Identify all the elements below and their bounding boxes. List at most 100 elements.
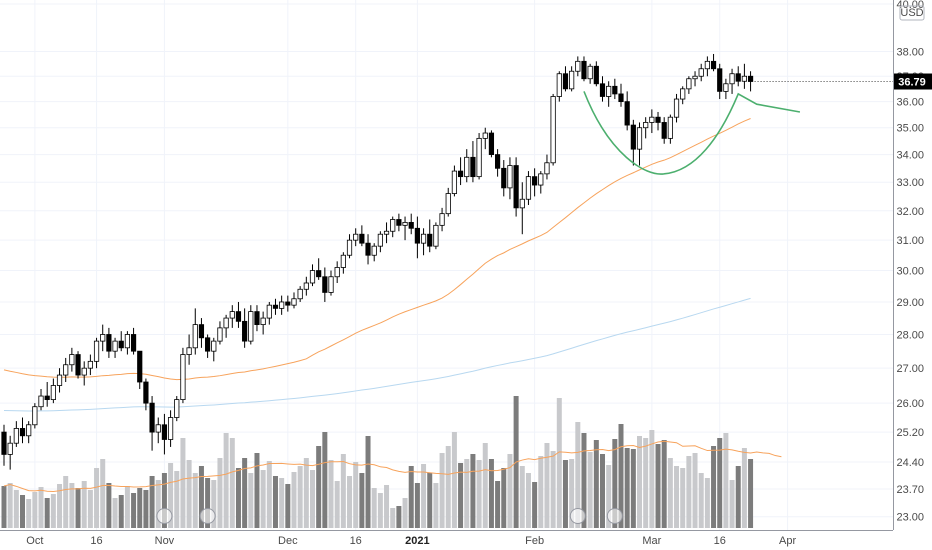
candle-up xyxy=(186,347,192,355)
y-tick-label: 30.00 xyxy=(896,266,924,278)
candle-up xyxy=(451,170,458,194)
candle-up xyxy=(729,73,735,85)
volume-bar xyxy=(606,465,612,528)
volume-bar xyxy=(32,492,38,528)
candle-up xyxy=(56,374,63,386)
currency-label: USD xyxy=(900,7,923,19)
y-tick-label: 28.00 xyxy=(896,329,924,341)
volume-bar xyxy=(686,456,692,528)
volume-bar xyxy=(81,481,87,528)
volume-bar xyxy=(340,454,346,528)
y-tick-label: 34.00 xyxy=(896,150,924,162)
candle-down xyxy=(747,75,754,82)
candle-up xyxy=(297,288,303,300)
candle-down xyxy=(408,222,414,229)
candle-up xyxy=(167,417,174,440)
cup-and-handle-drawing xyxy=(583,91,801,175)
volume-bar xyxy=(433,483,439,528)
x-tick-label: Dec xyxy=(278,535,298,547)
volume-bar xyxy=(217,458,223,528)
candle-down xyxy=(414,227,420,244)
volume-bar xyxy=(525,473,531,528)
volume-bar xyxy=(297,466,303,528)
candle-down xyxy=(143,381,149,404)
y-tick-label: 32.00 xyxy=(896,206,924,218)
volume-bar xyxy=(390,508,396,528)
candle-up xyxy=(26,424,32,437)
candle-up xyxy=(420,233,427,244)
volume-bar xyxy=(303,458,309,528)
candle-up xyxy=(63,364,69,376)
candle-up xyxy=(575,60,581,72)
candle-up xyxy=(303,282,309,290)
volume-bar xyxy=(235,468,241,528)
volume-bar xyxy=(581,433,587,528)
candle-up xyxy=(217,327,223,342)
last-price-label: 36.79 xyxy=(898,77,926,89)
volume-bar xyxy=(674,466,680,528)
candle-up xyxy=(698,68,704,77)
volume-bar xyxy=(359,473,365,528)
x-tick-label: Oct xyxy=(26,535,43,547)
volume-bar xyxy=(285,484,291,528)
candle-up xyxy=(100,334,106,342)
volume-average-line xyxy=(3,440,782,493)
candle-up xyxy=(587,65,593,80)
volume-bar xyxy=(149,476,155,528)
volume-bar xyxy=(482,443,488,528)
candle-down xyxy=(655,116,661,123)
volume-bar xyxy=(556,398,562,528)
volume-bar xyxy=(408,466,414,528)
y-tick-label: 31.00 xyxy=(896,235,924,247)
candle-down xyxy=(501,167,507,189)
volume-bar xyxy=(242,458,248,528)
candle-down xyxy=(581,60,587,80)
volume-bar xyxy=(20,495,26,528)
candle-down xyxy=(1,431,7,455)
volume-bar xyxy=(7,483,13,528)
volume-bar xyxy=(100,459,106,528)
volume-bar xyxy=(735,466,741,528)
candle-down xyxy=(235,311,242,322)
volume-bar xyxy=(57,484,63,528)
candlesticks xyxy=(1,53,754,470)
candle-down xyxy=(735,73,741,82)
candle-up xyxy=(519,198,525,209)
candle-up xyxy=(174,399,180,418)
candle-up xyxy=(550,96,556,164)
x-tick-label: 16 xyxy=(350,535,362,547)
volume-bar xyxy=(161,473,167,528)
candle-up xyxy=(525,176,532,200)
candle-up xyxy=(371,245,377,256)
event-marker xyxy=(199,508,216,524)
candle-up xyxy=(544,162,550,175)
candle-up xyxy=(291,298,297,306)
candle-down xyxy=(254,311,260,326)
candle-up xyxy=(112,340,118,352)
candle-down xyxy=(106,334,112,352)
volume-bar xyxy=(741,448,747,528)
volume-bar xyxy=(155,480,161,528)
x-tick-label: Nov xyxy=(155,535,175,547)
volume-bar xyxy=(223,433,229,528)
candle-up xyxy=(383,230,390,235)
candle-up xyxy=(124,334,130,349)
volume-bar xyxy=(711,446,717,528)
volume-bar xyxy=(470,454,476,528)
volume-bar xyxy=(248,473,254,528)
volume-bar xyxy=(421,464,427,528)
volume-bar xyxy=(112,498,118,528)
candle-up xyxy=(334,267,340,278)
volume-bar xyxy=(748,459,754,528)
x-tick-label: 16 xyxy=(90,535,102,547)
currency-box xyxy=(899,5,925,21)
candle-down xyxy=(494,154,501,169)
candle-up xyxy=(636,127,643,150)
candle-down xyxy=(118,340,124,349)
candle-down xyxy=(630,124,636,150)
candle-down xyxy=(316,270,322,278)
candle-down xyxy=(137,350,143,383)
candle-down xyxy=(242,320,248,342)
